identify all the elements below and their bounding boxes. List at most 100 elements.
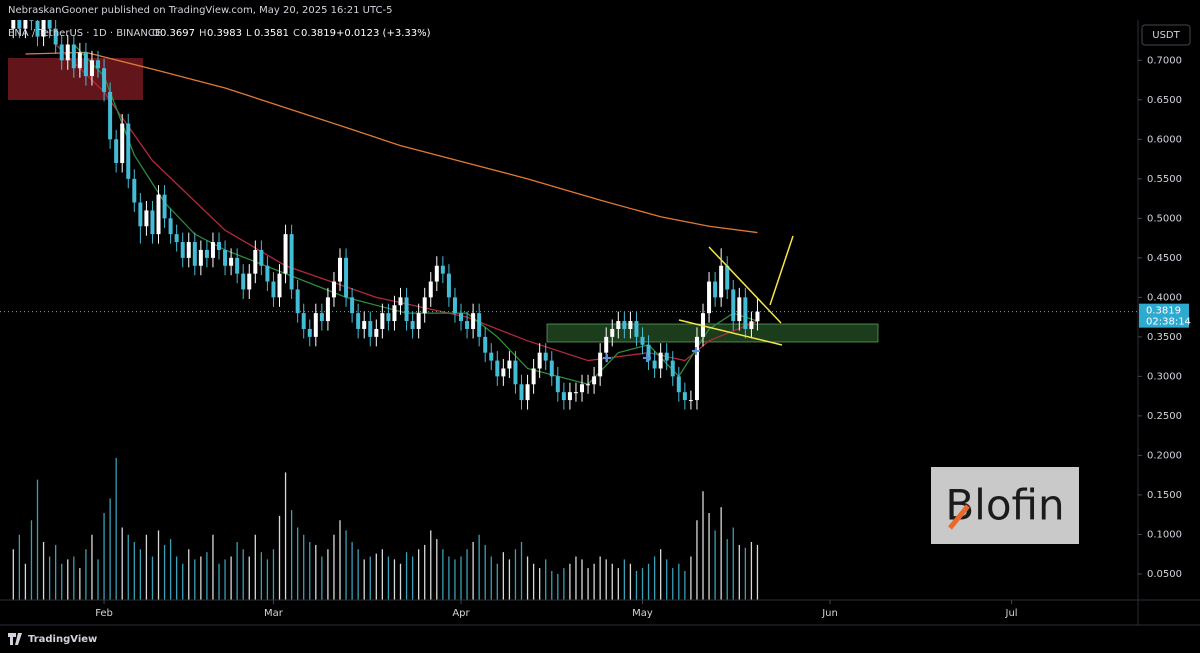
candle-body (53, 28, 58, 45)
candle-body (11, 20, 16, 29)
candle-body (253, 249, 258, 274)
candle-body (108, 91, 113, 140)
candle-body (241, 273, 246, 290)
candle-body (483, 336, 488, 353)
candle-body (144, 210, 149, 227)
candle-body (247, 273, 252, 290)
candle-body (223, 249, 228, 266)
candle-body (604, 336, 609, 353)
candle-body (459, 313, 464, 322)
candle-body (23, 20, 28, 29)
candle-body (622, 321, 627, 329)
candle-body (186, 242, 191, 258)
candle-body (580, 384, 585, 393)
candle-body (210, 242, 215, 258)
logo-slash (948, 504, 970, 530)
last-price: 0.3819 (1146, 306, 1181, 317)
candle-body (543, 352, 548, 361)
candle-body (567, 392, 572, 401)
y-tick-label: 0.3000 (1147, 371, 1182, 382)
candle-body (356, 313, 361, 329)
candle-body (670, 360, 675, 377)
candle-body (180, 242, 185, 258)
candle-body (331, 281, 336, 298)
candle-body (386, 313, 391, 322)
candle-body (277, 273, 282, 298)
y-tick-label: 0.4000 (1147, 292, 1182, 303)
candle-body (174, 234, 179, 243)
candle-body (713, 281, 718, 298)
candle-body (77, 52, 82, 69)
candle-body (59, 44, 64, 61)
candle-body (362, 321, 367, 329)
candle-body (513, 360, 518, 385)
candle-body (537, 352, 542, 369)
candle-body (628, 321, 633, 329)
candle-body (634, 321, 639, 337)
candle-body (616, 321, 621, 329)
logo-box (931, 467, 1079, 544)
candle-body (682, 392, 687, 401)
ohlc-value: 0.3581 (254, 28, 289, 39)
candle-body (573, 392, 578, 394)
candle-body (295, 289, 300, 314)
symbol: ENA / TetherUS · 1D · BINANCE (8, 28, 161, 39)
projection-line (769, 235, 794, 306)
y-tick-label: 0.5500 (1147, 174, 1182, 185)
candle-body (422, 297, 427, 314)
candle-body (344, 257, 349, 298)
candle-body (47, 20, 52, 29)
candle-body (688, 400, 693, 402)
candle-body (168, 218, 173, 235)
candle-body (29, 20, 34, 21)
trend-line (708, 246, 782, 324)
y-tick-label: 0.1500 (1147, 490, 1182, 501)
candle-body (368, 321, 373, 337)
candle-body (737, 297, 742, 322)
candle-body (126, 123, 131, 179)
x-tick-label: Mar (264, 608, 284, 619)
trend-line (678, 319, 783, 346)
currency: USDT (1152, 30, 1180, 41)
marker (692, 347, 700, 355)
candle-body (707, 281, 712, 314)
last-price-tag (1139, 303, 1189, 328)
candle-body (65, 44, 70, 61)
candle-body (416, 313, 421, 329)
candle-body (150, 210, 155, 235)
x-tick-label: Apr (452, 608, 470, 619)
candle-body (138, 202, 143, 227)
y-tick-label: 0.2500 (1147, 411, 1182, 422)
currency-box (1141, 24, 1191, 46)
candle-body (307, 328, 312, 337)
candle-body (162, 194, 167, 219)
candle-body (549, 360, 554, 377)
candle-body (501, 368, 506, 377)
y-tick-label: 0.6500 (1147, 95, 1182, 106)
candle-body (701, 313, 706, 337)
ohlc-key: H (199, 28, 207, 39)
candle-body (380, 313, 385, 329)
candle-body (446, 273, 451, 298)
candle-body (676, 376, 681, 393)
footer: TradingView (8, 633, 97, 645)
ohlc-key: O (152, 28, 160, 39)
candle-body (592, 376, 597, 385)
volume-pane (12, 457, 759, 600)
candle-body (471, 313, 476, 329)
x-tick-label: May (632, 608, 653, 619)
candle-body (646, 344, 651, 361)
candle-body (283, 234, 288, 274)
candle-body (731, 289, 736, 322)
candle-body (440, 265, 445, 274)
candle-body (561, 392, 566, 401)
marker (643, 354, 651, 362)
y-tick-label: 0.4500 (1147, 253, 1182, 264)
marker (603, 354, 611, 362)
candle-body (755, 311, 760, 322)
y-tick-label: 0.1000 (1147, 529, 1182, 540)
y-tick-label: 0.3500 (1147, 332, 1182, 343)
candle-body (525, 384, 530, 401)
